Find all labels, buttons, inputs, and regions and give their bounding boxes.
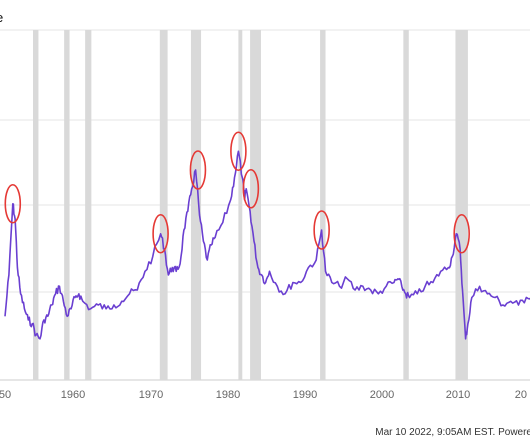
peak-highlight-circle <box>189 150 207 190</box>
recession-band <box>190 30 202 380</box>
x-tick-label: 1970 <box>139 389 163 401</box>
peak-highlight-circle <box>152 213 169 254</box>
x-tick-label: 1980 <box>216 389 240 401</box>
peak-highlight-circle <box>242 168 260 209</box>
recession-band <box>33 30 39 380</box>
x-axis-tick-labels: 50 1960 1970 1980 1990 2000 2010 20 <box>0 389 527 401</box>
gridlines <box>0 29 530 381</box>
peak-highlight-circle <box>4 183 22 224</box>
series-line-group <box>4 150 530 340</box>
x-tick-label: 1960 <box>61 389 85 401</box>
recession-band <box>403 30 409 380</box>
x-tick-label: 50 <box>0 389 11 401</box>
recession-band <box>320 30 326 380</box>
x-tick-label: 2000 <box>370 389 394 401</box>
recession-band <box>159 30 168 380</box>
x-tick-label: 1990 <box>293 389 317 401</box>
highlighted-peaks <box>4 131 470 254</box>
x-tick-label: 2010 <box>446 389 470 401</box>
chart-footer-source: Mar 10 2022, 9:05AM EST. Powere <box>375 427 530 438</box>
recession-band <box>238 30 243 380</box>
recession-band <box>455 30 468 380</box>
recession-band <box>85 30 92 380</box>
series-line <box>4 150 530 340</box>
peak-highlight-circle <box>453 213 470 254</box>
chart-title: e <box>0 10 3 25</box>
recession-band <box>64 30 70 380</box>
peak-highlight-circle <box>230 131 247 172</box>
x-tick-label: 20 <box>515 389 527 401</box>
recession-bands <box>33 30 468 380</box>
peak-highlight-circle <box>313 210 330 250</box>
